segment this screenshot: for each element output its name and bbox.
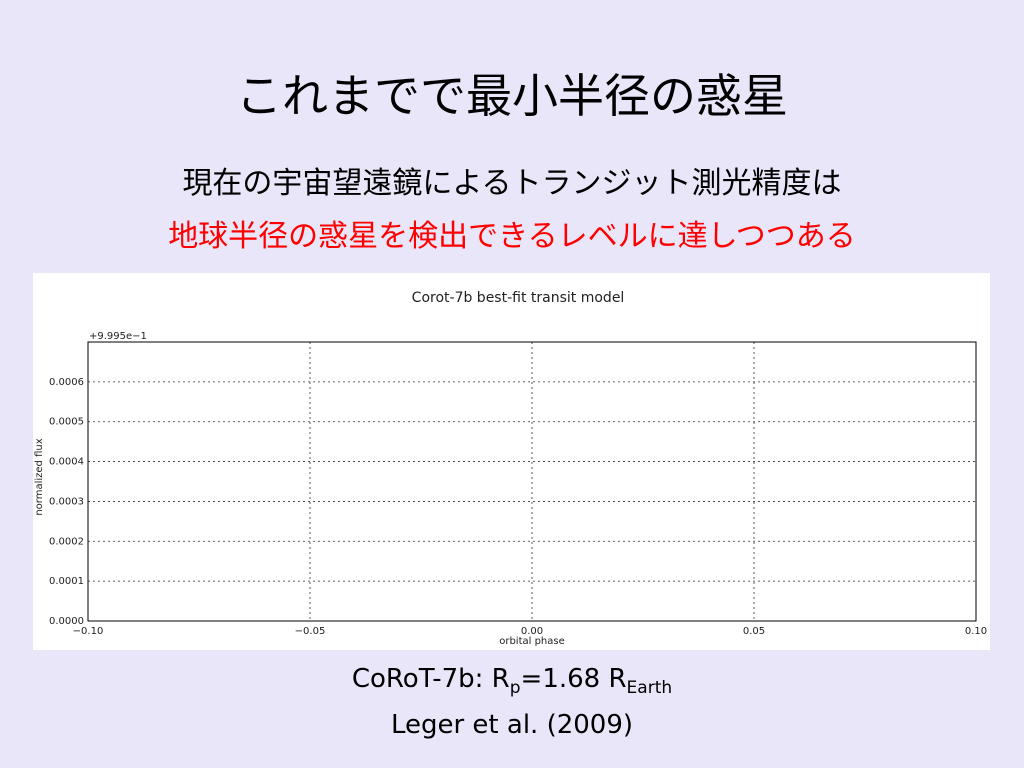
x-tick-label: −0.05: [295, 626, 326, 637]
subtitle-line-2: 地球半径の惑星を検出できるレベルに達しつつある: [168, 219, 856, 254]
x-tick-label: 0.00: [521, 626, 543, 637]
chart-svg: Corot-7b best-fit transit model +9.995e−…: [34, 290, 987, 647]
subtitle-line-1: 現在の宇宙望遠鏡によるトランジット測光精度は: [182, 166, 842, 201]
x-axis-label: orbital phase: [499, 636, 565, 647]
x-tick-label: −0.10: [73, 626, 104, 637]
y-tick-label: 0.0001: [49, 576, 84, 587]
y-tick-label: 0.0000: [49, 616, 84, 627]
grid-layer: [87, 342, 977, 622]
reference-caption: Leger et al. (2009): [390, 710, 634, 740]
planet-radius-caption: CoRoT-7b: Rp=1.68 REarth: [0, 664, 1024, 698]
slide-title: これまでで最小半径の惑星: [236, 69, 788, 123]
y-tick-label: 0.0005: [49, 417, 84, 428]
y-axis-label: normalized flux: [34, 438, 45, 515]
caption-subscript-earth: Earth: [626, 678, 673, 699]
caption-middle: =1.68 R: [520, 664, 627, 694]
tick-layer: −0.10 −0.05 0.00 0.05 0.10 0.0000 0.0001 0.0002…: [49, 377, 987, 637]
x-tick-label: 0.05: [743, 626, 765, 637]
y-tick-label: 0.0003: [49, 496, 84, 507]
caption-subscript-p: p: [509, 678, 521, 699]
offset-label: +9.995e−1: [89, 331, 147, 342]
y-tick-label: 0.0006: [49, 377, 84, 388]
x-tick-label: 0.10: [965, 626, 987, 637]
transit-chart: Corot-7b best-fit transit model +9.995e−…: [33, 273, 990, 650]
chart-title: Corot-7b best-fit transit model: [412, 290, 625, 306]
y-tick-label: 0.0002: [49, 536, 84, 547]
caption-prefix: CoRoT-7b: R: [351, 664, 510, 694]
plot-frame: [87, 341, 977, 622]
y-tick-label: 0.0004: [49, 457, 84, 468]
